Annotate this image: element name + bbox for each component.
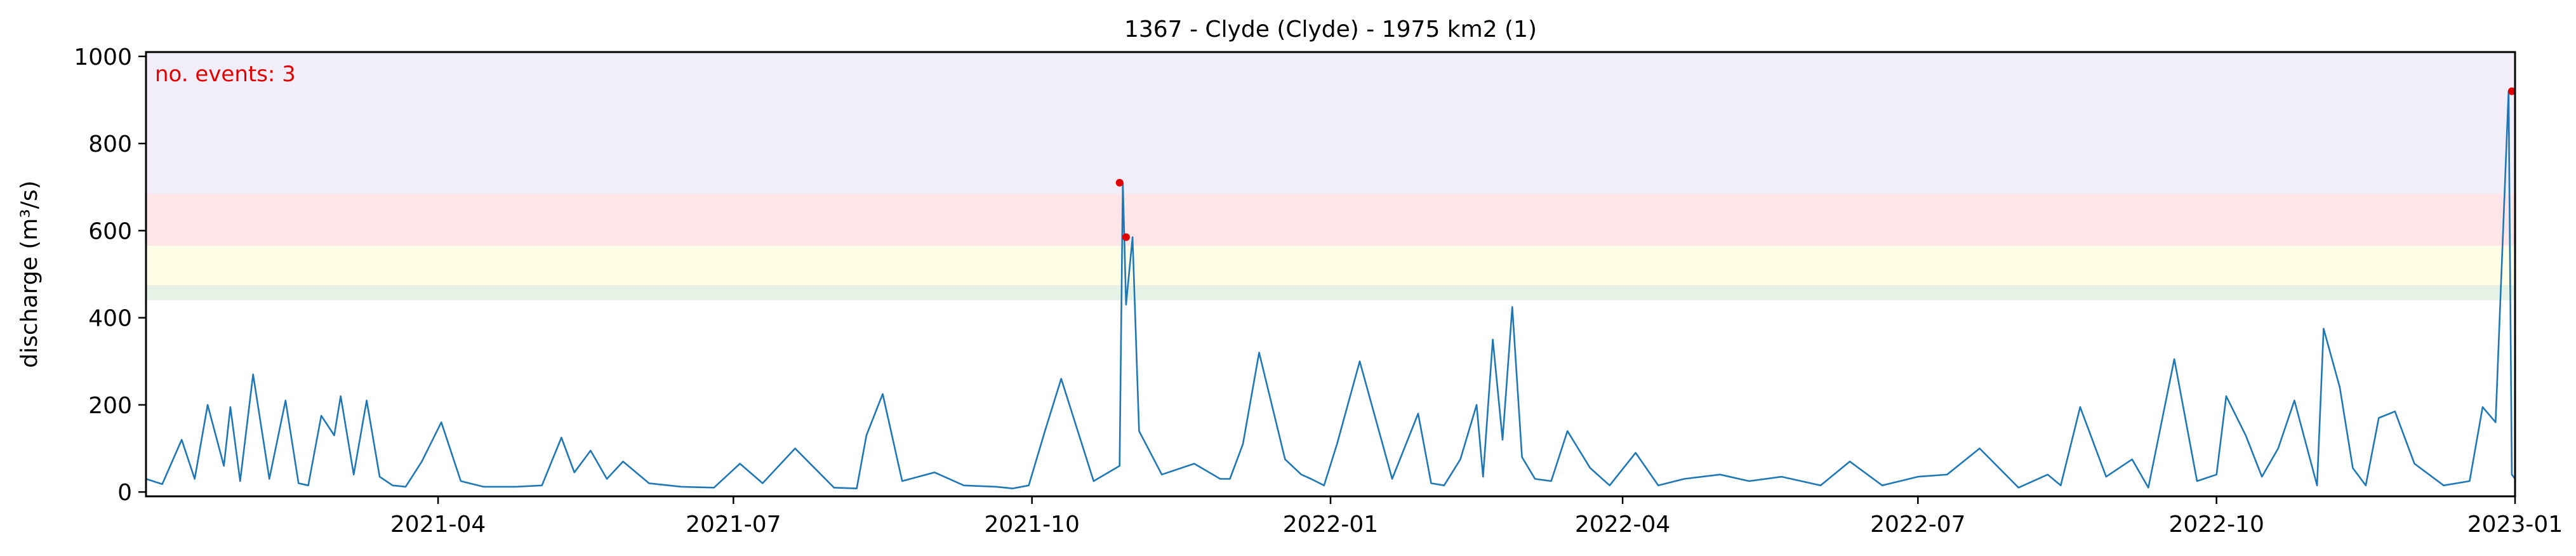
event-marker-1: [1115, 178, 1124, 187]
x-tick-label: 2022-07: [1870, 512, 1965, 538]
y-tick-label: 800: [88, 131, 132, 157]
threshold-band-1: [146, 285, 2515, 301]
y-tick-label: 1000: [74, 44, 132, 70]
event-marker-2: [1122, 233, 1130, 241]
event-markers: [1115, 87, 2516, 241]
x-tick-label: 2021-04: [390, 512, 486, 538]
x-tick-label: 2021-07: [686, 512, 781, 538]
x-tick-label: 2022-04: [1575, 512, 1670, 538]
x-tick-label: 2022-10: [2168, 512, 2264, 538]
y-axis: 0 200 400 600 800 1000: [74, 44, 146, 506]
x-tick-label: 2022-01: [1283, 512, 1378, 538]
y-tick-label: 600: [88, 218, 132, 244]
threshold-bands: [146, 52, 2515, 301]
series-layer: [145, 90, 2516, 489]
x-axis: 2021-04 2021-07 2021-10 2022-01 2022-04 2022-…: [390, 496, 2563, 538]
y-tick-label: 200: [88, 393, 132, 419]
threshold-band-2: [146, 246, 2515, 286]
event-marker-3: [2507, 87, 2516, 95]
threshold-band-3: [146, 194, 2515, 246]
y-axis-label: discharge (m³/s): [17, 180, 43, 367]
y-tick-label: 0: [117, 480, 132, 506]
x-tick-label: 2021-10: [984, 512, 1079, 538]
x-tick-label: 2023-01: [2467, 512, 2563, 538]
chart-title: 1367 - Clyde (Clyde) - 1975 km2 (1): [1124, 17, 1537, 43]
discharge-series-line: [145, 90, 2516, 489]
threshold-band-4: [146, 52, 2515, 194]
y-tick-label: 400: [88, 306, 132, 332]
events-annotation: no. events: 3: [155, 62, 296, 87]
